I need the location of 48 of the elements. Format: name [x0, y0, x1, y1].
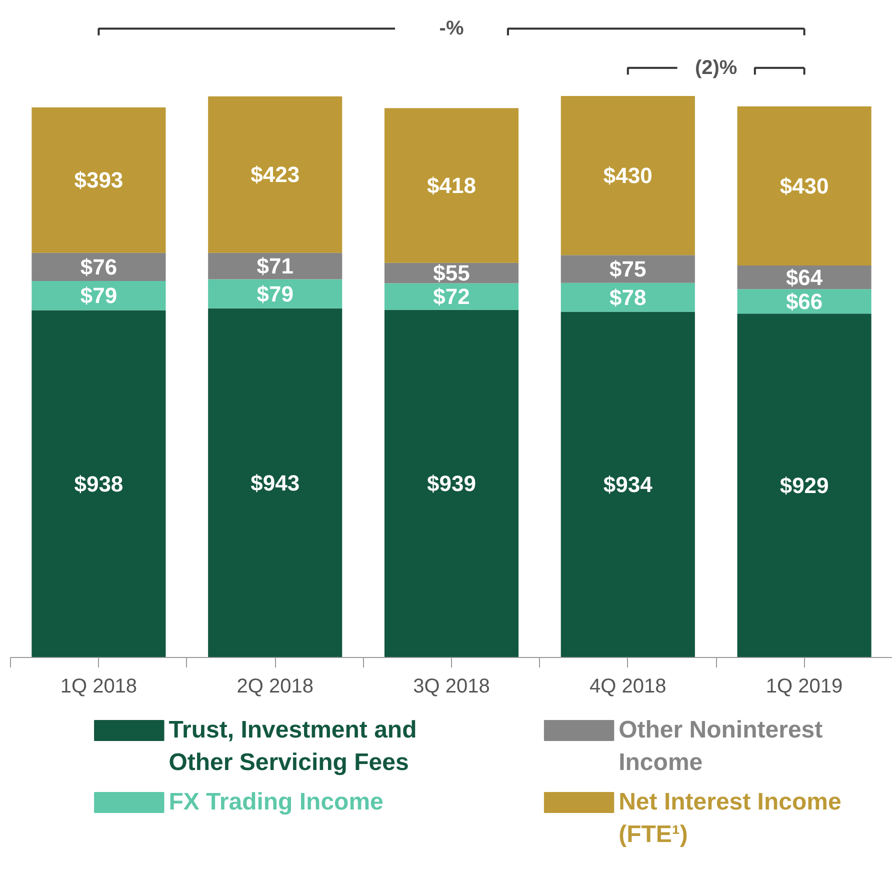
bar: [560, 282, 695, 312]
x-tick-label: 4Q 2018: [590, 676, 666, 698]
data-label: $66: [786, 288, 823, 314]
data-label: $75: [610, 256, 646, 282]
data-label: $423: [250, 162, 300, 188]
legend-label: Net Interest Income (FTE¹): [618, 788, 842, 848]
data-label: $72: [433, 284, 470, 310]
bar: [208, 279, 342, 308]
bar: [384, 283, 519, 310]
legend-label: Trust, Investment and Other Servicing Fees: [168, 716, 417, 776]
data-label: $79: [80, 283, 118, 308]
legend-label: FX Trading Income: [168, 788, 384, 816]
data-label: $430: [780, 173, 829, 198]
data-label: $430: [603, 163, 652, 188]
data-label: $938: [74, 471, 124, 496]
x-tick-label: 1Q 2019: [766, 676, 843, 698]
bar: [737, 106, 872, 266]
data-label: $71: [256, 254, 294, 279]
bar: [208, 96, 342, 253]
bar: [208, 308, 342, 658]
text: (2)%: [694, 56, 738, 79]
bar: [384, 108, 519, 263]
data-label: $943: [250, 470, 300, 496]
data-label: $76: [80, 254, 118, 280]
bar: [208, 252, 342, 280]
data-label: $418: [427, 173, 476, 198]
data-label: $934: [603, 472, 654, 498]
data-label: $393: [74, 168, 124, 193]
bar: [737, 314, 872, 658]
data-label: $64: [786, 264, 824, 290]
bar: [32, 107, 166, 253]
data-label: $929: [780, 473, 829, 498]
bar: [560, 312, 695, 658]
bar: [32, 310, 166, 658]
data-label: $78: [610, 284, 646, 310]
data-label: $939: [427, 471, 476, 496]
bar: [32, 281, 166, 310]
x-tick-label: 2Q 2018: [236, 676, 314, 698]
data-label: $55: [433, 260, 470, 286]
legend-label: Other Noninterest Income: [618, 716, 823, 776]
bar: [384, 310, 519, 658]
text: -%: [439, 18, 464, 40]
data-label: $79: [256, 281, 294, 306]
bar: [32, 252, 166, 282]
bar: [560, 96, 695, 256]
x-tick-label: 3Q 2018: [413, 676, 490, 698]
bar: [560, 255, 695, 283]
x-tick-label: 1Q 2018: [60, 676, 138, 698]
